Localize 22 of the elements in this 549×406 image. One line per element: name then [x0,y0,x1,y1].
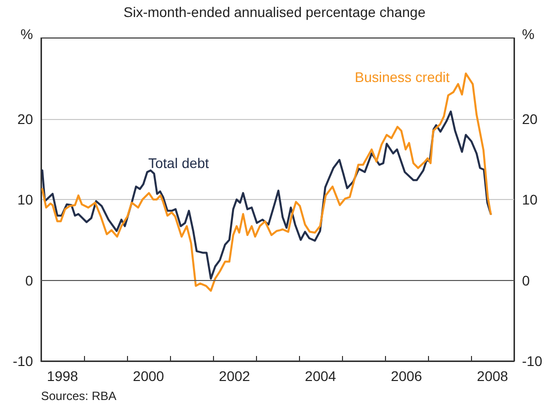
line-series [41,72,492,292]
x-tick-label: 1998 [46,368,78,384]
series-label: Total debt [148,155,210,172]
source-note: Sources: RBA [41,389,116,403]
y-tick-label: 0 [25,272,34,288]
x-tick-label: 2006 [390,368,422,384]
y-tick-label: -10 [12,353,34,369]
x-tick-label: 2004 [304,368,336,384]
y-axis-title: % [20,26,33,42]
series-label: Business credit [354,68,450,85]
chart-title: Six-month-ended annualised percentage change [124,4,426,20]
x-tick-label: 2008 [476,368,508,384]
y-tick-label: 20 [17,110,34,127]
y2-tick-label: 0 [522,272,530,288]
x-tick-label: 2002 [218,368,250,384]
y2-tick-label: 10 [522,192,538,208]
y-tick-label: 10 [17,192,34,208]
y2-tick-label: 20 [522,110,538,127]
y2-axis-title: % [522,26,534,42]
line-series [41,110,492,280]
x-tick-label: 2000 [132,368,164,384]
y2-tick-label: -10 [522,353,542,369]
